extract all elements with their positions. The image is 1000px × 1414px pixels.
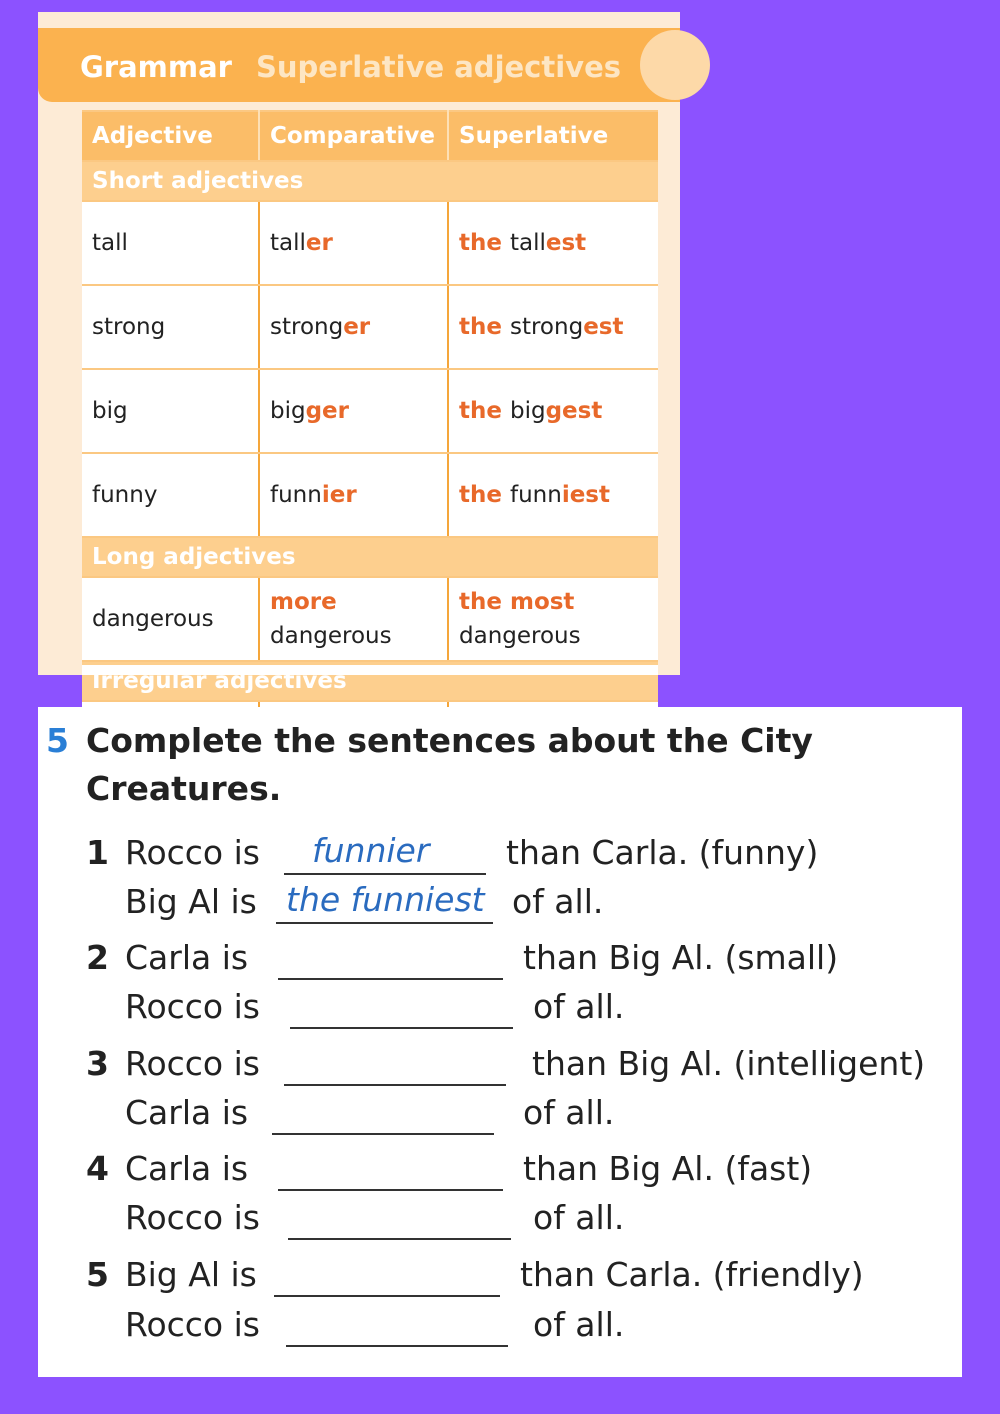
item-number: 4 — [86, 1149, 109, 1188]
answer-blank[interactable] — [276, 884, 493, 924]
highlighted-text: the — [459, 482, 510, 508]
table-footer-strip — [82, 665, 658, 675]
sentence-end: than Big Al. (intelligent) — [532, 1044, 926, 1083]
superlative-cell: the most dangerous — [448, 576, 658, 662]
base-text: funn — [270, 482, 322, 508]
answer-blank[interactable] — [284, 1046, 506, 1086]
answer-blank[interactable] — [290, 989, 513, 1029]
answer-blank[interactable] — [272, 1095, 494, 1135]
sentence-end: of all. — [533, 1305, 625, 1344]
section-label: Short adjectives — [82, 160, 658, 202]
answer-blank[interactable] — [286, 1307, 508, 1347]
highlighted-text: est — [545, 230, 587, 256]
base-text: big — [509, 398, 546, 424]
sentence-start: Rocco is — [125, 1198, 260, 1237]
section-label: Long adjectives — [82, 536, 658, 578]
highlighted-text: er — [343, 314, 371, 340]
exercise-number: 5 — [46, 721, 69, 760]
exercise-instruction: Complete the sentences about the City Cr… — [86, 721, 813, 808]
highlighted-text: the — [459, 398, 510, 424]
sentence-end: than Big Al. (small) — [523, 938, 839, 977]
sentence-end: of all. — [512, 882, 604, 921]
header-superlative: Superlative — [448, 110, 658, 162]
header-comparative: Comparative — [259, 110, 449, 162]
sentence-start: Big Al is — [125, 882, 257, 921]
answer-blank[interactable] — [274, 1257, 500, 1297]
exercise-title: 5 Complete the sentences about the City C… — [46, 717, 813, 808]
sentence-start: Carla is — [125, 938, 249, 977]
sentence-end: than Big Al. (fast) — [523, 1149, 813, 1188]
comparative-cell: funnier — [259, 452, 449, 538]
base-text: big — [270, 398, 306, 424]
sentence-end: than Carla. (friendly) — [520, 1255, 864, 1294]
grammar-banner: Grammar Superlative adjectives — [38, 28, 680, 102]
answer-blank[interactable] — [288, 1200, 511, 1240]
highlighted-text: ier — [321, 482, 357, 508]
table-row: funny funnier the funniest — [82, 452, 658, 538]
grammar-box: Grammar Superlative adjectives Adjective… — [38, 12, 710, 798]
sentence-end: of all. — [523, 1093, 615, 1132]
adjective-cell: big — [82, 368, 260, 454]
sentence-start: Rocco is — [125, 833, 260, 872]
highlighted-text: est — [583, 314, 624, 340]
banner-decoration — [640, 30, 710, 100]
base-text: tall — [270, 230, 306, 256]
superlative-cell: the funniest — [448, 452, 658, 538]
comparative-cell: bigger — [259, 368, 449, 454]
sentence-start: Rocco is — [125, 1044, 260, 1083]
sentence-start: Big Al is — [125, 1255, 257, 1294]
table-row: strong stronger the strongest — [82, 284, 658, 370]
base-text: strong — [509, 314, 584, 340]
superlative-cell: the biggest — [448, 368, 658, 454]
item-number: 2 — [86, 938, 109, 977]
table-row: tall taller the tallest — [82, 200, 658, 286]
sentence-start: Rocco is — [125, 1305, 260, 1344]
grammar-title: Superlative adjectives — [256, 50, 622, 84]
superlative-cell: the strongest — [448, 284, 658, 370]
exercise-box: 5 Complete the sentences about the City C… — [38, 707, 962, 1377]
sentence-start: Carla is — [125, 1093, 249, 1132]
answer-blank[interactable] — [284, 835, 486, 875]
adjective-table: Adjective Comparative Superlative Short … — [82, 110, 658, 798]
superlative-cell: the tallest — [448, 200, 658, 286]
sentence-end: of all. — [533, 987, 625, 1026]
sentence-start: Rocco is — [125, 987, 260, 1026]
sentence-end: than Carla. (funny) — [506, 833, 819, 872]
adjective-cell: strong — [82, 284, 260, 370]
grammar-label: Grammar — [80, 50, 232, 84]
highlighted-text: er — [305, 230, 333, 256]
base-text: dangerous — [459, 623, 581, 649]
answer-text: funnier — [312, 831, 430, 870]
comparative-cell: more dangerous — [259, 576, 449, 662]
section-row: Long adjectives — [82, 536, 658, 578]
adjective-cell: dangerous — [82, 576, 260, 662]
adjective-cell: tall — [82, 200, 260, 286]
highlighted-text: the — [459, 230, 510, 256]
item-number: 5 — [86, 1255, 109, 1294]
answer-blank[interactable] — [278, 1151, 503, 1191]
section-row: Short adjectives — [82, 160, 658, 202]
item-number: 1 — [86, 833, 109, 872]
answer-text: the funniest — [286, 880, 485, 919]
header-adjective: Adjective — [82, 110, 260, 162]
comparative-cell: taller — [259, 200, 449, 286]
highlighted-text: iest — [561, 482, 610, 508]
highlighted-text: gest — [545, 398, 603, 424]
base-text: tall — [509, 230, 546, 256]
sentence-start: Carla is — [125, 1149, 249, 1188]
highlighted-text: the most — [459, 589, 575, 615]
highlighted-text: more — [270, 589, 337, 615]
base-text: funn — [509, 482, 562, 508]
adjective-cell: funny — [82, 452, 260, 538]
base-text: dangerous — [270, 623, 392, 649]
answer-blank[interactable] — [278, 940, 503, 980]
base-text: strong — [270, 314, 344, 340]
sentence-end: of all. — [533, 1198, 625, 1237]
table-row: big bigger the biggest — [82, 368, 658, 454]
highlighted-text: the — [459, 314, 510, 340]
table-row: dangerous more dangerous the most dangerous — [82, 576, 658, 662]
comparative-cell: stronger — [259, 284, 449, 370]
item-number: 3 — [86, 1044, 109, 1083]
highlighted-text: ger — [305, 398, 349, 424]
